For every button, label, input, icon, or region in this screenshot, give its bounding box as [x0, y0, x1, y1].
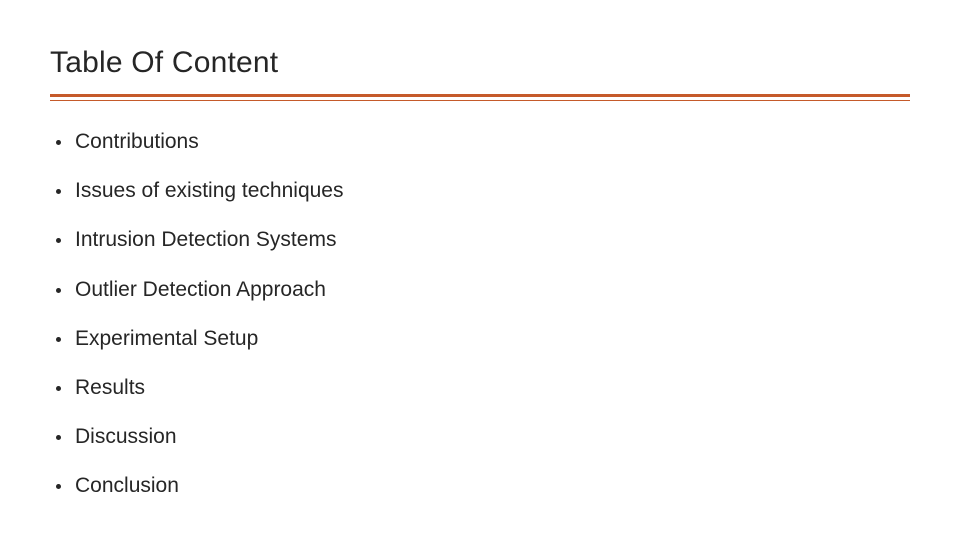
bullet-icon [56, 435, 61, 440]
toc-item: Contributions [56, 129, 910, 154]
toc-item: Experimental Setup [56, 326, 910, 351]
bullet-icon [56, 189, 61, 194]
toc-item: Conclusion [56, 473, 910, 498]
toc-item: Issues of existing techniques [56, 178, 910, 203]
bullet-icon [56, 288, 61, 293]
toc-item-label: Experimental Setup [75, 326, 258, 351]
rule-thick [50, 94, 910, 97]
bullet-icon [56, 140, 61, 145]
bullet-icon [56, 484, 61, 489]
toc-item: Results [56, 375, 910, 400]
bullet-icon [56, 386, 61, 391]
toc-item-label: Intrusion Detection Systems [75, 227, 336, 252]
toc-item-label: Issues of existing techniques [75, 178, 344, 203]
toc-item-label: Results [75, 375, 145, 400]
slide-container: Table Of Content Contributions Issues of … [0, 0, 960, 540]
toc-item-label: Conclusion [75, 473, 179, 498]
toc-item-label: Outlier Detection Approach [75, 277, 326, 302]
toc-item-label: Discussion [75, 424, 177, 449]
bullet-icon [56, 238, 61, 243]
toc-item: Discussion [56, 424, 910, 449]
slide-title: Table Of Content [50, 46, 910, 80]
bullet-icon [56, 337, 61, 342]
rule-thin [50, 100, 910, 101]
toc-item-label: Contributions [75, 129, 199, 154]
toc-item: Intrusion Detection Systems [56, 227, 910, 252]
title-rule [50, 94, 910, 101]
toc-item: Outlier Detection Approach [56, 277, 910, 302]
toc-list: Contributions Issues of existing techniqu… [50, 129, 910, 499]
